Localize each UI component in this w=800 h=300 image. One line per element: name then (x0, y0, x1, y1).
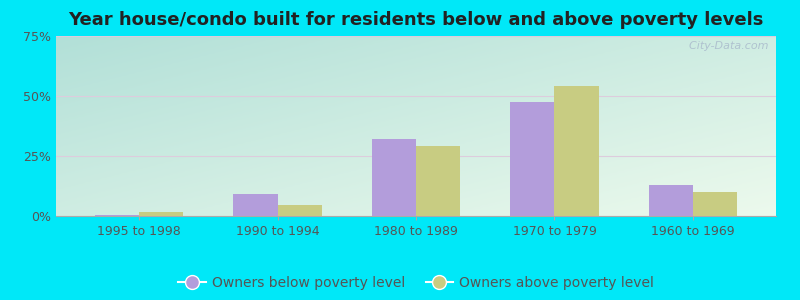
Bar (649, 185, 693, 216)
Bar (416, 146, 460, 216)
Text: City-Data.com: City-Data.com (682, 41, 769, 51)
Bar (234, 194, 278, 216)
Bar (693, 192, 738, 216)
Bar (554, 86, 598, 216)
Bar (372, 139, 416, 216)
Bar (94, 215, 139, 216)
Legend: Owners below poverty level, Owners above poverty level: Owners below poverty level, Owners above… (173, 270, 659, 296)
Bar (510, 102, 554, 216)
Bar (139, 212, 183, 216)
Title: Year house/condo built for residents below and above poverty levels: Year house/condo built for residents bel… (68, 11, 764, 29)
Bar (278, 205, 322, 216)
